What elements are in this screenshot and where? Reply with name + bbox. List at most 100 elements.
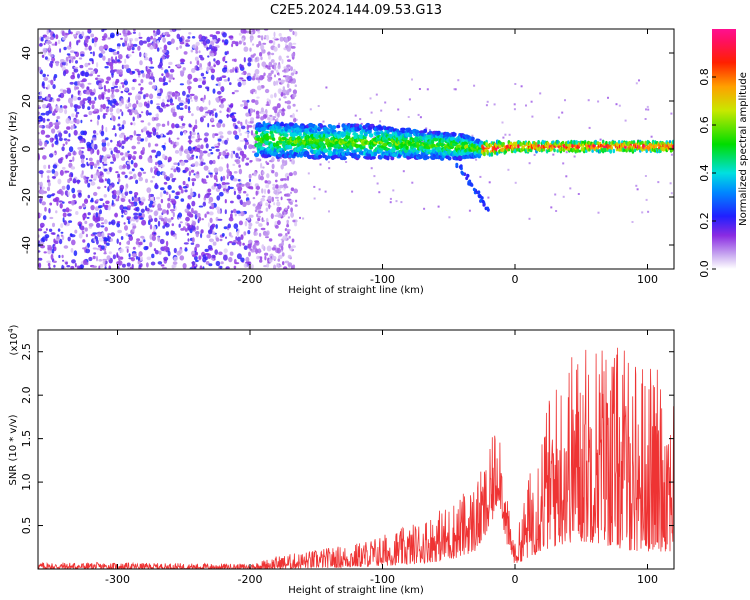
spectrogram-cell: [290, 72, 295, 76]
spectrogram-cell: [137, 260, 141, 265]
spectrogram-cell: [600, 144, 604, 148]
spectrogram-cell: [221, 233, 225, 237]
spectrogram-cell: [156, 47, 160, 52]
spectrogram-cell: [193, 124, 198, 130]
spectrogram-cell: [268, 258, 273, 263]
spectrogram-cell: [231, 242, 236, 246]
snr-series-line: [38, 347, 674, 569]
spectrogram-cell: [285, 91, 290, 96]
spectrogram-cell: [125, 64, 130, 69]
spectrogram-cell: [108, 221, 111, 225]
spectrogram-cell: [216, 90, 222, 95]
spectrogram-cell: [446, 132, 451, 137]
spectrogram-cell: [235, 236, 238, 241]
spectrogram-cell: [59, 203, 63, 209]
spectrogram-cell: [51, 57, 56, 62]
spectrogram-cell: [190, 99, 193, 102]
spectrogram-cell: [62, 259, 65, 262]
spectrogram-cell: [191, 237, 195, 243]
spectrogram-cell: [212, 159, 216, 165]
spectrogram-cell: [168, 91, 173, 95]
spectrogram-cell: [150, 180, 154, 183]
spectrogram-cell: [58, 200, 63, 203]
spectrogram-cell: [136, 135, 142, 142]
spectrogram-cell: [179, 70, 185, 74]
spectrogram-cell: [224, 139, 228, 145]
spectrogram-cell: [150, 35, 154, 40]
spectrogram-cell: [215, 97, 220, 102]
spectrogram-cell: [195, 251, 199, 256]
spectrogram-cell: [231, 43, 234, 48]
spectrogram-cell: [43, 86, 46, 89]
spectrogram-cell: [89, 179, 93, 182]
spectrogram-cell: [171, 123, 175, 129]
spectrogram-cell: [212, 34, 218, 41]
spectrogram-cell: [106, 76, 111, 81]
spectrogram-cell: [277, 233, 283, 237]
spectrogram-cell: [266, 245, 272, 252]
spectrogram-cell: [51, 249, 55, 254]
spectrogram-cell: [197, 138, 202, 141]
spectrogram-cell: [270, 213, 274, 220]
spectrogram-cell: [176, 104, 180, 110]
spectrogram-cell: [39, 222, 45, 228]
spectrogram-cell: [118, 134, 124, 138]
spectrogram-cell: [300, 135, 304, 139]
spectrogram-cell: [473, 84, 476, 87]
spectrogram-cell: [228, 217, 234, 222]
spectrogram-cell: [493, 103, 496, 106]
spectrogram-cell: [123, 64, 127, 69]
spectrogram-cell: [249, 160, 253, 162]
spectrogram-cell: [98, 259, 103, 262]
spectrogram-cell: [174, 150, 180, 154]
spectrogram-cell: [257, 217, 261, 222]
spectrogram-cell: [226, 107, 230, 113]
spectrogram-cell: [90, 181, 96, 186]
spectrogram-cell: [65, 117, 71, 124]
spectrogram-cell: [212, 241, 217, 246]
spectrogram-cell: [103, 252, 107, 255]
spectrogram-cell: [189, 93, 195, 97]
spectrogram-cell: [218, 151, 222, 157]
spectrogram-cell: [182, 263, 187, 269]
spectrogram-cell: [147, 122, 151, 126]
spectrogram-cell: [279, 123, 285, 127]
spectrogram-cell: [112, 115, 116, 122]
spectrogram-cell: [670, 192, 673, 195]
spectrogram-cell: [139, 256, 143, 261]
spectrogram-cell: [50, 106, 53, 112]
spectrogram-cell: [84, 71, 90, 77]
spectrogram-cell: [87, 148, 91, 152]
spectrogram-cell: [204, 195, 207, 199]
spectrogram-cell: [184, 149, 188, 154]
spectrogram-cell: [80, 163, 86, 168]
spectrogram-cell: [387, 143, 393, 148]
spectrogram-cell: [157, 261, 163, 265]
spectrogram-cell: [292, 42, 297, 45]
spectrogram-cell: [233, 265, 237, 269]
spectrogram-cell: [53, 264, 56, 268]
spectrogram-cell: [191, 68, 196, 73]
spectrogram-cell: [487, 196, 490, 199]
spectrogram-cell: [81, 31, 85, 37]
spectrogram-cell: [291, 245, 297, 248]
spectrogram-cell: [209, 112, 212, 116]
spectrogram-cell: [222, 32, 227, 38]
spectrogram-cell: [635, 82, 638, 85]
spectrogram-cell: [49, 137, 53, 143]
spectrogram-cell: [203, 106, 208, 111]
spectrogram-cell: [110, 86, 115, 89]
spectrogram-cell: [94, 96, 97, 101]
spectrogram-cell: [153, 210, 158, 217]
spectrogram-cell: [84, 62, 89, 68]
spectrogram-cell: [171, 141, 175, 145]
spectrogram-cell: [196, 106, 200, 111]
spectrogram-cell: [169, 68, 175, 73]
spectrogram-cell: [180, 161, 186, 166]
spectrogram-cell: [160, 264, 165, 267]
spectrogram-cell: [161, 266, 167, 269]
spectrogram-cell: [87, 82, 92, 85]
spectrogram-cell: [71, 125, 75, 129]
spectrogram-cell: [184, 189, 188, 193]
spectrogram-cell: [265, 232, 269, 238]
